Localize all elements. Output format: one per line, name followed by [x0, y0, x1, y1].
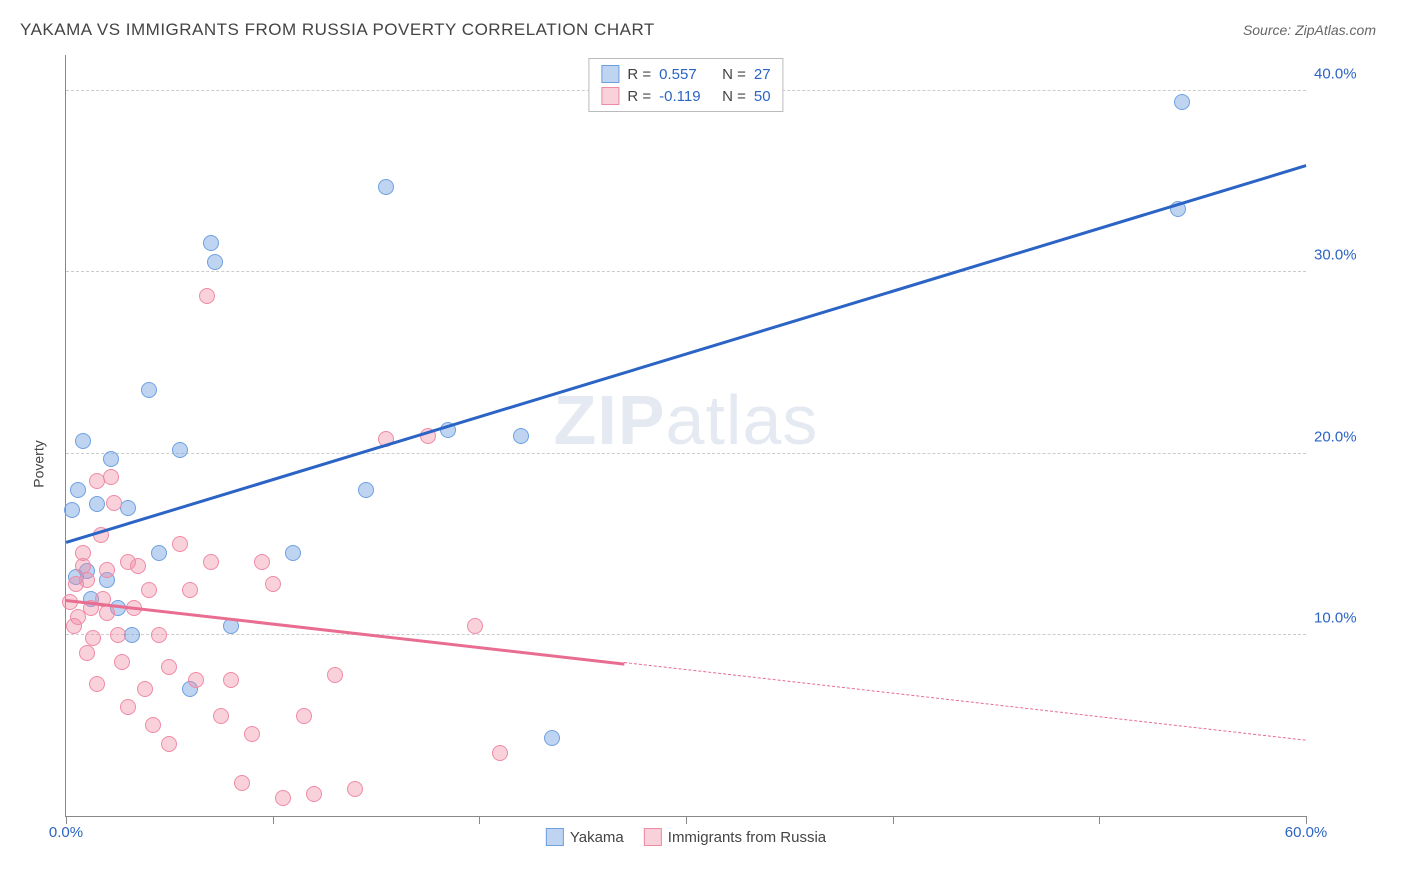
data-point — [137, 681, 153, 697]
data-point — [151, 545, 167, 561]
trend-line — [66, 164, 1307, 543]
data-point — [492, 745, 508, 761]
legend-correlation-row: R =-0.119N =50 — [601, 85, 770, 107]
data-point — [306, 786, 322, 802]
data-point — [358, 482, 374, 498]
y-tick-label: 10.0% — [1314, 609, 1374, 626]
data-point — [141, 582, 157, 598]
data-point — [75, 433, 91, 449]
data-point — [161, 659, 177, 675]
gridline-h — [66, 634, 1306, 635]
data-point — [89, 676, 105, 692]
x-tick — [893, 816, 894, 824]
watermark: ZIPatlas — [554, 380, 819, 460]
legend-r-value: -0.119 — [659, 88, 714, 105]
data-point — [296, 708, 312, 724]
data-point — [99, 605, 115, 621]
x-tick — [273, 816, 274, 824]
source-attribution: Source: ZipAtlas.com — [1243, 22, 1376, 38]
data-point — [223, 672, 239, 688]
data-point — [207, 254, 223, 270]
x-tick — [1306, 816, 1307, 824]
data-point — [213, 708, 229, 724]
data-point — [199, 288, 215, 304]
data-point — [182, 582, 198, 598]
data-point — [275, 790, 291, 806]
x-tick — [1099, 816, 1100, 824]
y-tick-label: 30.0% — [1314, 247, 1374, 264]
data-point — [64, 502, 80, 518]
legend-swatch — [601, 87, 619, 105]
data-point — [513, 428, 529, 444]
legend-correlation-row: R =0.557N =27 — [601, 63, 770, 85]
data-point — [79, 572, 95, 588]
chart-container: Poverty ZIPatlas R =0.557N =27R =-0.119N… — [20, 55, 1386, 872]
data-point — [161, 736, 177, 752]
data-point — [467, 618, 483, 634]
data-point — [106, 495, 122, 511]
legend-n-value: 27 — [754, 66, 771, 83]
data-point — [151, 627, 167, 643]
trend-line — [66, 599, 624, 665]
data-point — [285, 545, 301, 561]
gridline-h — [66, 271, 1306, 272]
y-tick-label: 20.0% — [1314, 428, 1374, 445]
legend-n-value: 50 — [754, 88, 771, 105]
data-point — [254, 554, 270, 570]
data-point — [103, 451, 119, 467]
legend-series-label: Immigrants from Russia — [668, 829, 826, 846]
legend-series-item: Yakama — [546, 828, 624, 846]
data-point — [327, 667, 343, 683]
data-point — [265, 576, 281, 592]
data-point — [188, 672, 204, 688]
data-point — [70, 482, 86, 498]
data-point — [347, 781, 363, 797]
data-point — [203, 235, 219, 251]
data-point — [114, 654, 130, 670]
y-axis-label: Poverty — [31, 440, 47, 487]
data-point — [172, 536, 188, 552]
data-point — [79, 645, 95, 661]
legend-series-label: Yakama — [570, 829, 624, 846]
data-point — [85, 630, 101, 646]
trend-line — [624, 662, 1306, 741]
x-tick — [686, 816, 687, 824]
data-point — [124, 627, 140, 643]
y-tick-label: 40.0% — [1314, 66, 1374, 83]
data-point — [99, 562, 115, 578]
legend-swatch — [601, 65, 619, 83]
legend-swatch — [546, 828, 564, 846]
legend-r-value: 0.557 — [659, 66, 714, 83]
correlation-legend: R =0.557N =27R =-0.119N =50 — [588, 58, 783, 112]
x-limit-label: 0.0% — [49, 824, 83, 841]
data-point — [141, 382, 157, 398]
data-point — [130, 558, 146, 574]
series-legend: Yakama Immigrants from Russia — [546, 828, 826, 846]
data-point — [544, 730, 560, 746]
plot-area: ZIPatlas R =0.557N =27R =-0.119N =50 Yak… — [65, 55, 1306, 817]
legend-swatch — [644, 828, 662, 846]
x-tick — [66, 816, 67, 824]
data-point — [244, 726, 260, 742]
chart-title: YAKAMA VS IMMIGRANTS FROM RUSSIA POVERTY… — [20, 20, 655, 40]
data-point — [120, 699, 136, 715]
x-tick — [479, 816, 480, 824]
data-point — [203, 554, 219, 570]
data-point — [120, 500, 136, 516]
data-point — [1174, 94, 1190, 110]
legend-series-item: Immigrants from Russia — [644, 828, 826, 846]
x-limit-label: 60.0% — [1285, 824, 1328, 841]
data-point — [145, 717, 161, 733]
data-point — [172, 442, 188, 458]
gridline-h — [66, 453, 1306, 454]
data-point — [75, 545, 91, 561]
data-point — [110, 627, 126, 643]
data-point — [234, 775, 250, 791]
chart-header: YAKAMA VS IMMIGRANTS FROM RUSSIA POVERTY… — [0, 0, 1406, 45]
data-point — [378, 179, 394, 195]
data-point — [89, 496, 105, 512]
data-point — [103, 469, 119, 485]
